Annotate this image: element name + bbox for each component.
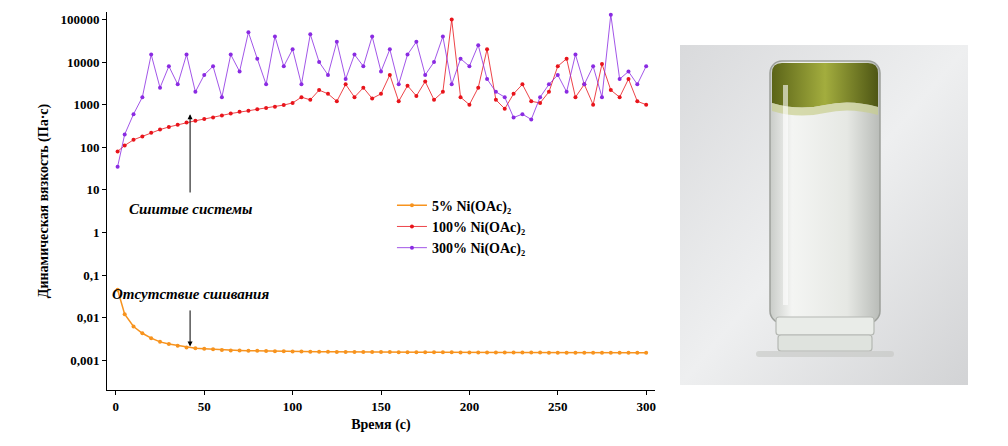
svg-text:0: 0 (113, 399, 120, 414)
svg-text:Динамическая вязкость (Па·с): Динамическая вязкость (Па·с) (36, 103, 52, 298)
svg-text:50: 50 (198, 399, 211, 414)
svg-text:300: 300 (636, 399, 656, 414)
svg-text:0,01: 0,01 (77, 310, 100, 325)
svg-text:300% Ni(OAc)₂: 300% Ni(OAc)₂ (432, 241, 525, 257)
svg-text:5% Ni(OAc)₂: 5% Ni(OAc)₂ (432, 199, 511, 215)
svg-text:Время (с): Время (с) (351, 417, 411, 433)
svg-text:10000: 10000 (67, 55, 100, 70)
svg-text:100000: 100000 (60, 12, 99, 27)
svg-text:Отсутствие сшивания: Отсутствие сшивания (112, 286, 269, 302)
svg-text:100% Ni(OAc)₂: 100% Ni(OAc)₂ (432, 220, 525, 236)
svg-text:250: 250 (548, 399, 568, 414)
svg-text:0,1: 0,1 (83, 268, 99, 283)
svg-text:1: 1 (93, 225, 100, 240)
svg-text:200: 200 (460, 399, 480, 414)
svg-text:150: 150 (371, 399, 391, 414)
svg-text:Сшитые системы: Сшитые системы (129, 201, 252, 217)
svg-text:1000: 1000 (73, 97, 99, 112)
svg-text:10: 10 (86, 182, 99, 197)
svg-text:100: 100 (80, 140, 100, 155)
svg-text:0,001: 0,001 (70, 353, 99, 368)
svg-text:100: 100 (283, 399, 303, 414)
